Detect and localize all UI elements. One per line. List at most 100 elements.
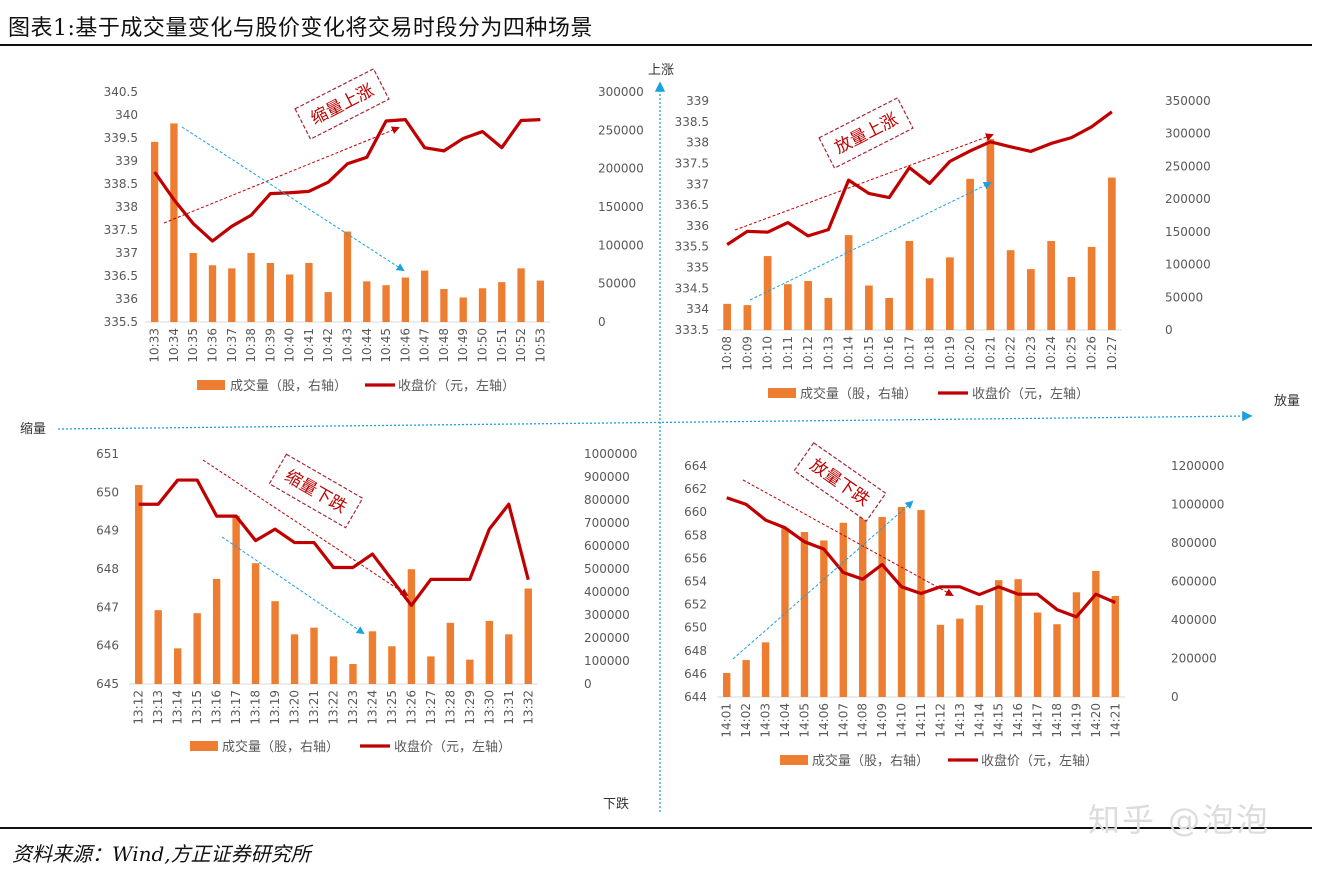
- right-axis-tick-label: 100000: [584, 654, 630, 668]
- right-axis-tick-label: 600000: [584, 539, 630, 553]
- right-axis-tick-label: 100000: [598, 238, 644, 252]
- x-axis-tick-label: 14:05: [797, 703, 811, 738]
- volume-bar: [329, 656, 338, 684]
- volume-trend-arrow: [749, 182, 992, 301]
- volume-bar: [446, 622, 455, 684]
- legend-price-label: 收盘价（元，左轴）: [972, 386, 1089, 402]
- volume-bar: [343, 231, 352, 322]
- volume-bar: [135, 485, 143, 684]
- right-axis-tick-label: 200000: [1165, 192, 1211, 206]
- volume-bar: [1006, 250, 1015, 330]
- x-axis-tick-label: 13:21: [307, 690, 321, 725]
- x-axis-tick-label: 13:24: [365, 690, 379, 725]
- x-axis-tick-label: 13:19: [268, 690, 282, 725]
- left-axis-tick-label: 338: [115, 200, 138, 214]
- left-axis-tick-label: 337.5: [675, 156, 709, 170]
- volume-bar: [1014, 579, 1022, 697]
- volume-bar: [368, 631, 377, 684]
- volume-bar: [936, 624, 945, 697]
- right-axis-tick-label: 600000: [1171, 575, 1217, 589]
- x-axis-tick-label: 14:04: [778, 703, 792, 738]
- volume-bar: [743, 305, 752, 330]
- left-axis-tick-label: 335.5: [675, 240, 709, 254]
- left-axis-tick-label: 338.5: [675, 115, 709, 129]
- annotation-box: [268, 453, 364, 529]
- x-axis-tick-label: 10:40: [283, 328, 297, 363]
- left-axis-tick-label: 334: [686, 302, 709, 316]
- right-axis-tick-label: 150000: [598, 200, 644, 214]
- scenario-annotation: 缩量下跌: [268, 453, 364, 529]
- x-axis-tick-label: 13:25: [385, 690, 399, 725]
- right-axis-tick-label: 800000: [1171, 536, 1217, 550]
- x-axis-tick-label: 10:49: [456, 328, 470, 363]
- volume-bar: [498, 282, 506, 322]
- volume-bar: [407, 569, 416, 684]
- volume-bar: [1053, 624, 1061, 697]
- left-axis-tick-label: 337.5: [104, 223, 138, 237]
- legend-volume-label: 成交量（股，右轴）: [812, 753, 929, 769]
- x-axis-tick-label: 10:22: [1004, 336, 1018, 371]
- volume-bar: [536, 280, 545, 322]
- right-axis-tick-label: 0: [1165, 323, 1173, 337]
- quadrant-label-up: 上涨: [648, 63, 674, 78]
- volume-bar: [271, 601, 279, 684]
- left-axis-tick-label: 337: [115, 246, 138, 260]
- volume-bar: [228, 268, 236, 322]
- right-axis-tick-label: 1000000: [1171, 498, 1224, 512]
- chart-legend: 成交量（股，右轴） 收盘价（元，左轴）: [190, 739, 511, 755]
- volume-bar: [820, 540, 828, 697]
- right-axis-tick-label: 300000: [584, 608, 630, 622]
- x-axis-tick-label: 10:46: [398, 328, 412, 363]
- volume-bar: [363, 281, 371, 322]
- x-axis-tick-label: 10:37: [225, 328, 239, 363]
- left-axis-tick-label: 651: [96, 447, 119, 461]
- left-axis-tick-label: 338: [686, 136, 709, 150]
- left-axis-tick-label: 662: [684, 482, 707, 496]
- volume-bar: [839, 522, 847, 697]
- right-axis-tick-label: 50000: [1165, 290, 1203, 304]
- x-axis-tick-label: 10:26: [1085, 336, 1099, 371]
- right-axis-tick-label: 400000: [1171, 613, 1217, 627]
- chart-legend: 成交量（股，右轴） 收盘价（元，左轴）: [780, 753, 1098, 769]
- right-axis-tick-label: 0: [1171, 690, 1179, 704]
- right-axis-tick-label: 200000: [584, 631, 630, 645]
- x-axis-tick-label: 14:01: [720, 703, 734, 738]
- x-axis-tick-label: 13:12: [132, 690, 146, 725]
- volume-bar: [459, 297, 467, 322]
- x-axis-tick-label: 10:20: [963, 336, 977, 371]
- volume-bar: [517, 268, 525, 322]
- x-axis-tick-label: 14:08: [856, 703, 870, 738]
- volume-bar: [251, 563, 260, 684]
- price-line: [153, 117, 541, 243]
- right-axis-tick-label: 0: [584, 677, 592, 691]
- volume-bar: [1047, 241, 1055, 330]
- x-axis-tick-label: 10:52: [514, 328, 528, 363]
- left-axis-tick-label: 336: [686, 219, 709, 233]
- right-axis-tick-label: 300000: [598, 85, 644, 99]
- volume-bar: [761, 642, 770, 697]
- left-axis-tick-label: 652: [684, 598, 707, 612]
- volume-bar: [485, 620, 494, 684]
- right-axis-tick-label: 200000: [1171, 652, 1217, 666]
- left-axis-tick-label: 649: [96, 524, 119, 538]
- volume-bar: [388, 646, 396, 684]
- volume-bar: [800, 532, 809, 697]
- volume-bar: [212, 578, 221, 684]
- left-axis-tick-label: 654: [684, 575, 707, 589]
- x-axis-tick-label: 14:20: [1089, 703, 1103, 738]
- legend-volume-swatch: [197, 380, 225, 390]
- volume-bar: [844, 235, 853, 330]
- annotation-box: [793, 442, 887, 522]
- x-axis-tick-label: 10:53: [533, 328, 547, 363]
- left-axis-tick-label: 340: [115, 108, 138, 122]
- right-axis-tick-label: 1200000: [1171, 459, 1224, 473]
- right-axis-tick-label: 250000: [1165, 159, 1211, 173]
- x-axis-tick-label: 13:27: [424, 690, 438, 725]
- volume-bar: [1033, 612, 1042, 697]
- x-axis-tick-label: 10:18: [923, 336, 937, 371]
- x-axis-tick-label: 10:35: [186, 328, 200, 363]
- x-axis-tick-label: 10:41: [302, 328, 316, 363]
- left-axis-tick-label: 339.5: [104, 131, 138, 145]
- volume-bar: [1072, 592, 1081, 697]
- right-axis-tick-label: 400000: [584, 585, 630, 599]
